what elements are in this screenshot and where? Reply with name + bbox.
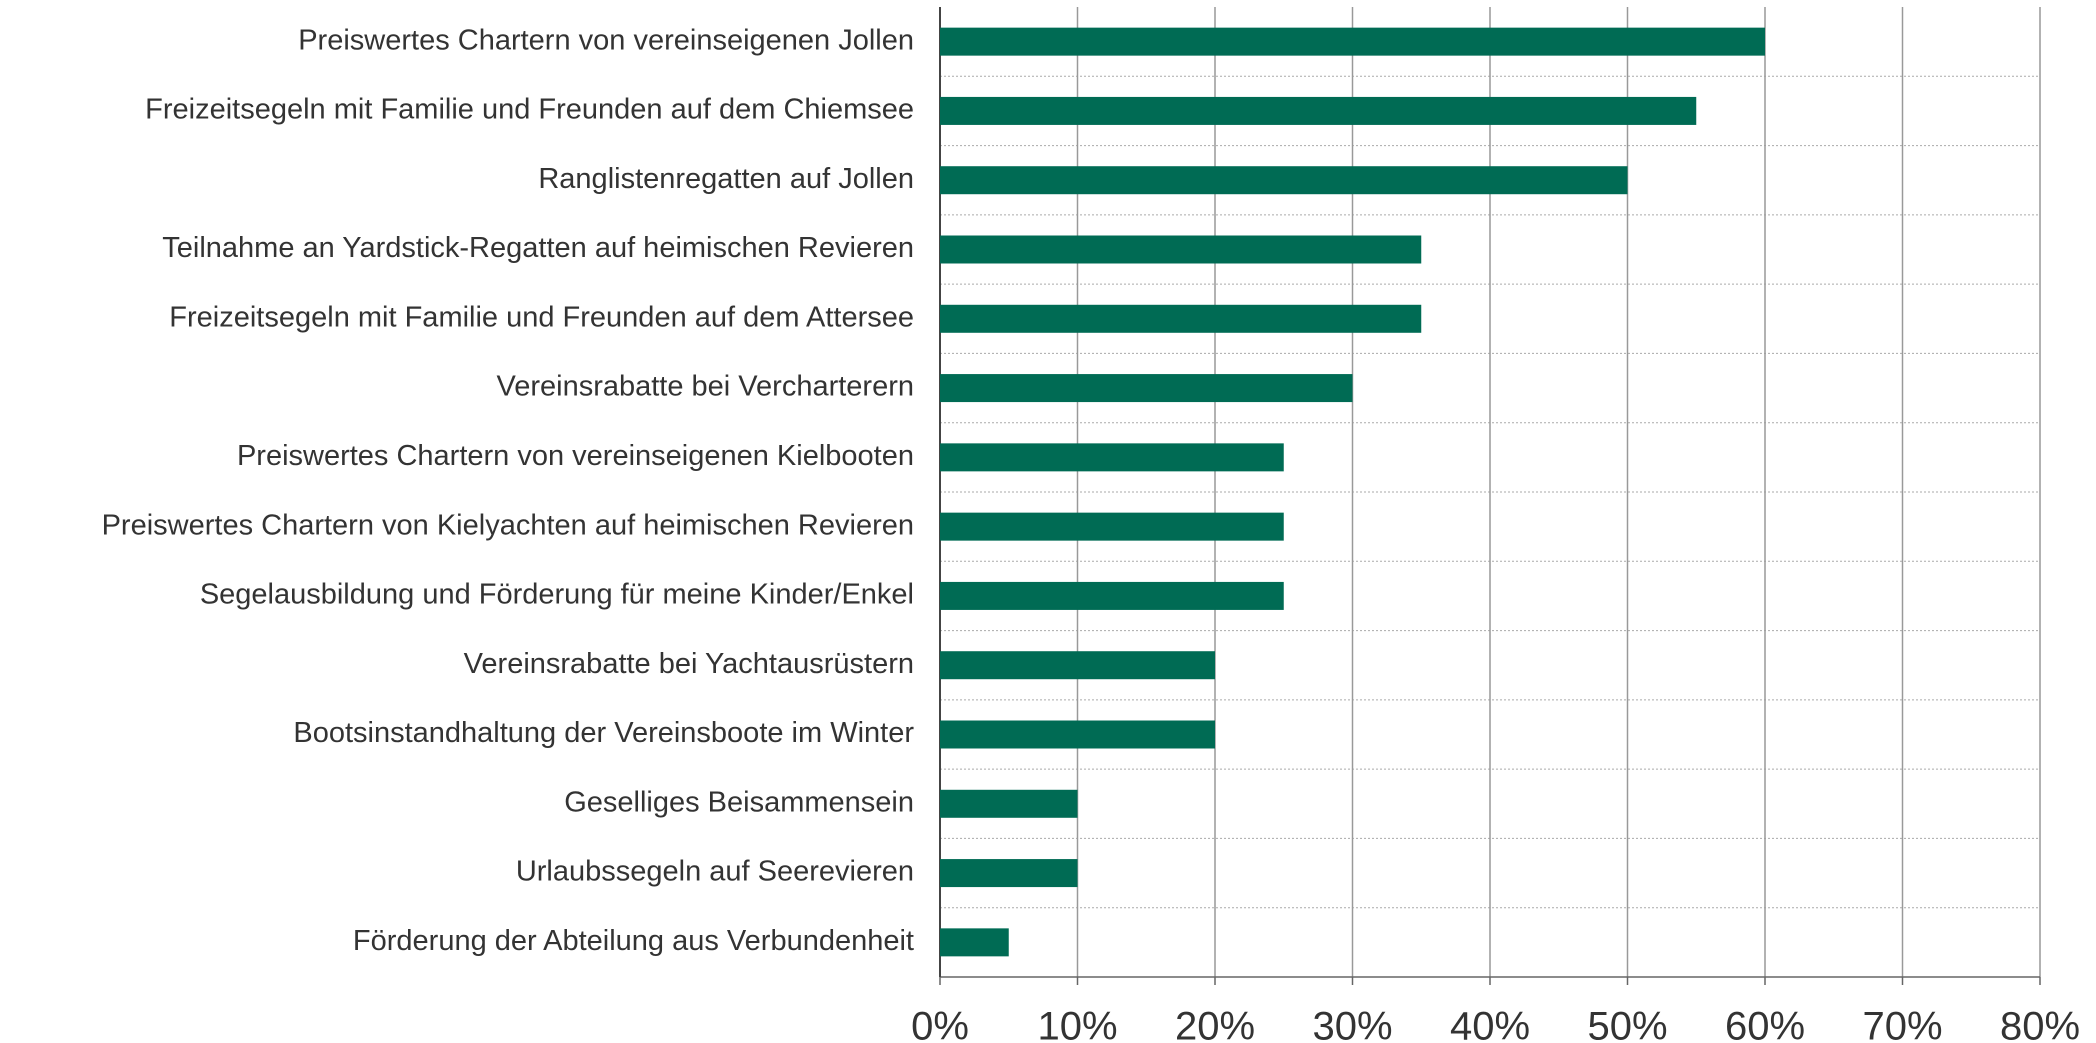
bar bbox=[940, 304, 1422, 333]
y-tick-label: Geselliges Beisammensein bbox=[564, 786, 914, 818]
y-tick-label: Freizeitsegeln mit Familie und Freunden … bbox=[169, 301, 914, 333]
x-tick-label: 30% bbox=[1312, 1005, 1392, 1043]
y-tick-label: Vereinsrabatte bei Yachtausrüstern bbox=[464, 648, 914, 680]
bar bbox=[940, 581, 1284, 610]
bar bbox=[940, 789, 1078, 818]
y-tick-label: Ranglistenregatten auf Jollen bbox=[538, 163, 914, 195]
y-tick-label: Preiswertes Chartern von vereinseigenen … bbox=[237, 440, 914, 472]
y-tick-label: Freizeitsegeln mit Familie und Freunden … bbox=[145, 94, 914, 126]
y-tick-label: Preiswertes Chartern von Kielyachten auf… bbox=[102, 509, 914, 541]
bar bbox=[940, 235, 1422, 264]
bar bbox=[940, 96, 1697, 125]
y-tick-label: Teilnahme an Yardstick-Regatten auf heim… bbox=[162, 232, 914, 264]
y-tick-label: Segelausbildung und Förderung für meine … bbox=[200, 579, 914, 611]
x-tick-label: 20% bbox=[1175, 1005, 1255, 1043]
bar bbox=[940, 27, 1765, 56]
x-tick-label: 50% bbox=[1587, 1005, 1667, 1043]
y-tick-label: Förderung der Abteilung aus Verbundenhei… bbox=[353, 925, 914, 957]
bar bbox=[940, 651, 1215, 680]
y-tick-label: Bootsinstandhaltung der Vereinsboote im … bbox=[293, 717, 914, 749]
x-tick-label: 10% bbox=[1037, 1005, 1117, 1043]
bar bbox=[940, 928, 1009, 957]
bar bbox=[940, 374, 1353, 403]
bar bbox=[940, 166, 1628, 195]
x-tick-label: 80% bbox=[2000, 1005, 2080, 1043]
bar bbox=[940, 512, 1284, 541]
x-tick-label: 0% bbox=[911, 1005, 969, 1043]
x-tick-label: 70% bbox=[1862, 1005, 1942, 1043]
bar bbox=[940, 859, 1078, 888]
y-tick-label: Vereinsrabatte bei Vercharterern bbox=[496, 371, 914, 403]
bar bbox=[940, 443, 1284, 472]
x-tick-label: 60% bbox=[1725, 1005, 1805, 1043]
y-tick-label: Urlaubssegeln auf Seerevieren bbox=[516, 856, 914, 888]
y-tick-label: Preiswertes Chartern von vereinseigenen … bbox=[298, 24, 914, 56]
bar bbox=[940, 720, 1215, 749]
x-tick-label: 40% bbox=[1450, 1005, 1530, 1043]
